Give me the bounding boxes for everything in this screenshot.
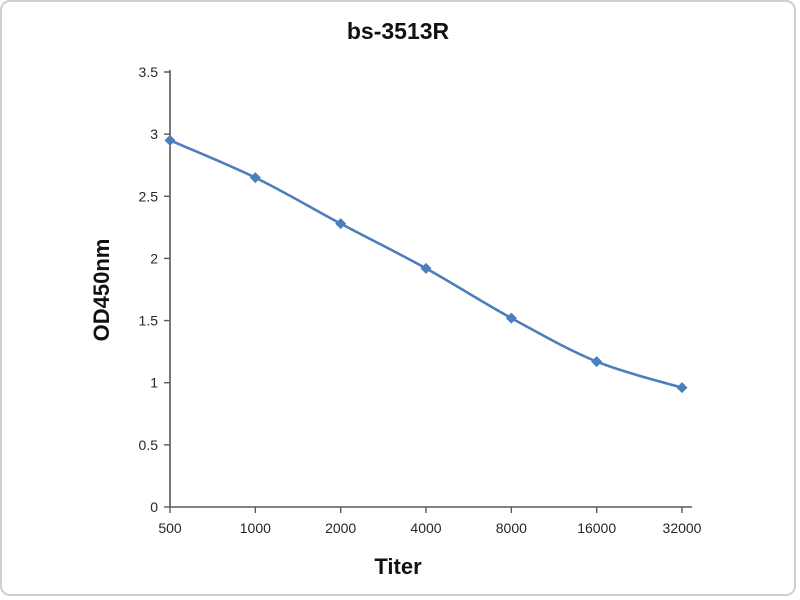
data-point-marker — [420, 262, 432, 274]
data-point-marker — [335, 218, 347, 230]
data-point-marker — [164, 134, 176, 146]
data-point-marker — [676, 382, 688, 394]
y-tick-label: 3.5 — [139, 64, 159, 80]
y-tick-label: 1.5 — [139, 313, 159, 329]
x-tick-label: 32000 — [663, 520, 702, 536]
data-point-marker — [249, 172, 261, 184]
x-axis-title: Titer — [374, 554, 422, 579]
chart-title: bs-3513R — [346, 18, 450, 44]
y-tick-label: 2.5 — [139, 188, 159, 204]
y-tick-label: 1 — [150, 375, 158, 391]
data-point-marker — [591, 356, 603, 368]
y-tick-label: 2 — [150, 250, 158, 266]
x-tick-label: 4000 — [410, 520, 441, 536]
x-tick-label: 16000 — [577, 520, 616, 536]
x-tick-label: 1000 — [240, 520, 271, 536]
y-tick-label: 0.5 — [139, 437, 159, 453]
y-tick-label: 0 — [150, 499, 158, 515]
x-tick-label: 500 — [158, 520, 182, 536]
x-tick-label: 2000 — [325, 520, 356, 536]
y-tick-label: 3 — [150, 126, 158, 142]
x-tick-label: 8000 — [496, 520, 527, 536]
data-point-marker — [505, 312, 517, 324]
